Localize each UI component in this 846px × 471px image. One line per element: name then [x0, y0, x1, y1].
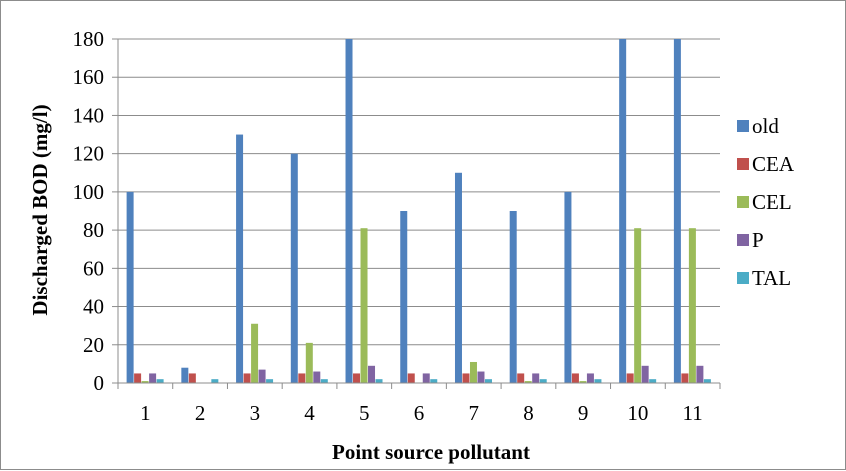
bar-cea-5 [353, 373, 361, 383]
bar-cea-8 [517, 373, 525, 383]
y-tick-label: 140 [73, 103, 105, 127]
gridlines [118, 38, 720, 346]
bar-old-9 [564, 191, 572, 383]
legend-swatch-p [737, 234, 749, 246]
bar-old-1 [126, 191, 134, 383]
legend-label-cel: CEL [752, 190, 792, 214]
bar-p-8 [532, 373, 540, 383]
x-tick-label: 9 [578, 401, 589, 425]
bar-p-11 [696, 365, 704, 383]
bar-p-5 [368, 365, 376, 383]
y-tick-label: 0 [94, 371, 105, 395]
bar-cea-11 [681, 373, 689, 383]
bar-old-4 [290, 153, 298, 383]
bar-tal-5 [375, 379, 383, 383]
y-tick-label: 80 [83, 218, 104, 242]
bar-old-8 [509, 211, 517, 383]
x-tick-label: 10 [627, 401, 648, 425]
y-tick-label: 160 [73, 65, 105, 89]
bar-cea-3 [243, 373, 251, 383]
bar-cel-8 [524, 381, 532, 383]
bar-p-9 [586, 373, 594, 383]
axes: 0 20 40 60 80 100 120 140 160 180 1 2 3 4 5 6 7 8 9 10 11 [73, 27, 721, 425]
x-tick-label: 4 [304, 401, 315, 425]
bar-cel-1 [141, 381, 149, 383]
x-tick-label: 5 [359, 401, 370, 425]
bar-cea-2 [188, 373, 196, 383]
y-tick-label: 120 [73, 142, 105, 166]
bar-p-10 [641, 365, 649, 383]
legend-swatch-old [737, 120, 749, 132]
x-tick-label: 11 [683, 401, 703, 425]
bar-p-1 [149, 373, 157, 383]
x-tick-label: 2 [195, 401, 206, 425]
legend-label-old: old [752, 114, 779, 138]
bar-cel-7 [469, 361, 477, 383]
y-axis-title: Discharged BOD (mg/l) [28, 104, 52, 315]
legend: old CEA CEL P TAL [737, 114, 795, 290]
bar-tal-10 [649, 379, 657, 383]
bar-cel-10 [634, 228, 642, 383]
bar-tal-1 [156, 379, 164, 383]
bar-cel-9 [579, 381, 587, 383]
legend-label-tal: TAL [752, 266, 791, 290]
bar-old-7 [454, 172, 462, 383]
bar-old-6 [400, 211, 408, 383]
bar-cel-5 [360, 228, 368, 383]
legend-label-p: P [752, 228, 764, 252]
bar-cea-9 [571, 373, 579, 383]
x-tick-label: 1 [140, 401, 151, 425]
x-tick-label: 3 [250, 401, 261, 425]
bar-old-2 [181, 367, 189, 383]
legend-label-cea: CEA [752, 152, 795, 176]
legend-swatch-cel [737, 196, 749, 208]
legend-swatch-cea [737, 158, 749, 170]
x-tick-label: 8 [523, 401, 534, 425]
bar-cea-10 [626, 373, 634, 383]
bar-cel-11 [688, 228, 696, 383]
legend-swatch-tal [737, 272, 749, 284]
bar-tal-11 [703, 379, 711, 383]
bar-tal-7 [484, 379, 492, 383]
x-tick-label: 7 [468, 401, 479, 425]
bar-tal-8 [539, 379, 547, 383]
bar-old-5 [345, 39, 353, 383]
bar-cea-6 [407, 373, 415, 383]
bar-tal-3 [266, 379, 274, 383]
bar-tal-2 [211, 379, 219, 383]
y-tick-label: 60 [83, 256, 104, 280]
y-tick-label: 180 [73, 27, 105, 51]
bar-old-10 [619, 39, 627, 383]
bar-p-7 [477, 371, 485, 383]
bar-old-11 [673, 39, 681, 383]
x-tick-label: 6 [414, 401, 425, 425]
y-tick-label: 20 [83, 333, 104, 357]
y-tick-label: 100 [73, 180, 105, 204]
bar-tal-4 [320, 379, 328, 383]
bar-p-4 [313, 371, 321, 383]
bar-cea-4 [298, 373, 306, 383]
bars [126, 39, 711, 383]
y-tick-label: 40 [83, 295, 104, 319]
x-axis-title: Point source pollutant [332, 440, 530, 464]
bar-tal-6 [430, 379, 438, 383]
bar-cea-1 [134, 373, 142, 383]
bar-p-6 [422, 373, 430, 383]
bar-cel-3 [251, 323, 259, 383]
bar-old-3 [236, 134, 244, 383]
bar-cea-7 [462, 373, 470, 383]
bar-cel-4 [305, 342, 313, 383]
bar-tal-9 [594, 379, 602, 383]
bar-p-3 [258, 369, 266, 383]
